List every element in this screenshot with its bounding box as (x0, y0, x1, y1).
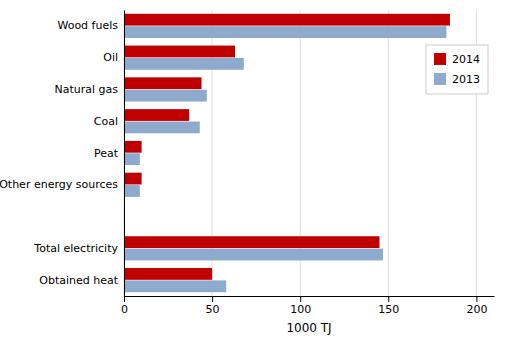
x-axis-title: 1000 TJ (286, 321, 331, 335)
legend-label: 2013 (452, 73, 480, 86)
bar (124, 173, 142, 185)
bar (124, 122, 200, 134)
y-tick: Coal (94, 115, 124, 128)
bar (124, 46, 235, 58)
legend-item: 2014 (434, 53, 480, 66)
x-tick-label: 200 (466, 303, 487, 316)
x-tick-mark (124, 296, 125, 302)
x-tick: 0 (121, 296, 128, 316)
grid (124, 10, 476, 296)
legend-item: 2013 (434, 73, 480, 86)
chart: 0 50 100 150 200 Wood fuels Oil Natural gas Coal… (0, 0, 514, 340)
bars (124, 14, 450, 292)
y-tick: Total electricity (33, 242, 124, 255)
y-tick-label: Oil (103, 51, 118, 64)
bar (124, 109, 189, 121)
x-tick-mark (212, 296, 213, 302)
bar (124, 249, 383, 261)
bar-series (124, 26, 446, 292)
legend-swatch (434, 53, 446, 65)
bar (124, 185, 140, 197)
x-tick-label: 150 (378, 303, 399, 316)
y-tick-label: Coal (94, 115, 118, 128)
x-tick-mark (476, 296, 477, 302)
y-axis-line (124, 11, 125, 297)
y-axis: Wood fuels Oil Natural gas Coal Peat Other en… (0, 11, 125, 297)
y-tick-label: Wood fuels (57, 19, 118, 32)
x-tick-label: 0 (121, 303, 128, 316)
bar (124, 14, 450, 26)
y-tick: Peat (94, 147, 124, 160)
y-tick-label: Other energy sources (0, 178, 118, 191)
y-tick: Natural gas (54, 83, 124, 96)
bar (124, 77, 202, 89)
legend-label: 2014 (452, 53, 480, 66)
y-tick: Obtained heat (39, 274, 124, 287)
x-tick-mark (300, 296, 301, 302)
x-tick: 100 (290, 296, 311, 316)
x-axis-line (125, 296, 495, 297)
legend: 2014 2013 (426, 45, 488, 94)
x-tick-label: 100 (290, 303, 311, 316)
bar (124, 58, 244, 70)
bar-series (124, 14, 450, 280)
y-tick: Wood fuels (57, 19, 124, 32)
bar (124, 268, 212, 280)
grid-line (124, 10, 125, 296)
y-tick-label: Natural gas (54, 83, 118, 96)
grid-line (388, 10, 389, 296)
x-tick-mark (388, 296, 389, 302)
bar (124, 90, 207, 102)
bar (124, 236, 379, 248)
plot: 0 50 100 150 200 Wood fuels Oil Natural gas Coal… (0, 10, 495, 316)
y-tick-label: Obtained heat (39, 274, 118, 287)
x-tick: 50 (206, 296, 220, 316)
legend-items: 2014 2013 (434, 53, 480, 86)
bar (124, 280, 226, 292)
x-tick: 150 (378, 296, 399, 316)
legend-frame (426, 45, 488, 94)
x-tick: 200 (466, 296, 487, 316)
y-tick-label: Peat (94, 147, 119, 160)
bar (124, 26, 446, 38)
x-tick-label: 50 (206, 303, 220, 316)
y-tick: Other energy sources (0, 178, 124, 191)
y-tick: Oil (103, 51, 124, 64)
legend-swatch (434, 73, 446, 85)
bar (124, 153, 140, 165)
y-tick-label: Total electricity (33, 242, 118, 255)
bar (124, 141, 142, 153)
x-axis: 0 50 100 150 200 (121, 296, 495, 316)
